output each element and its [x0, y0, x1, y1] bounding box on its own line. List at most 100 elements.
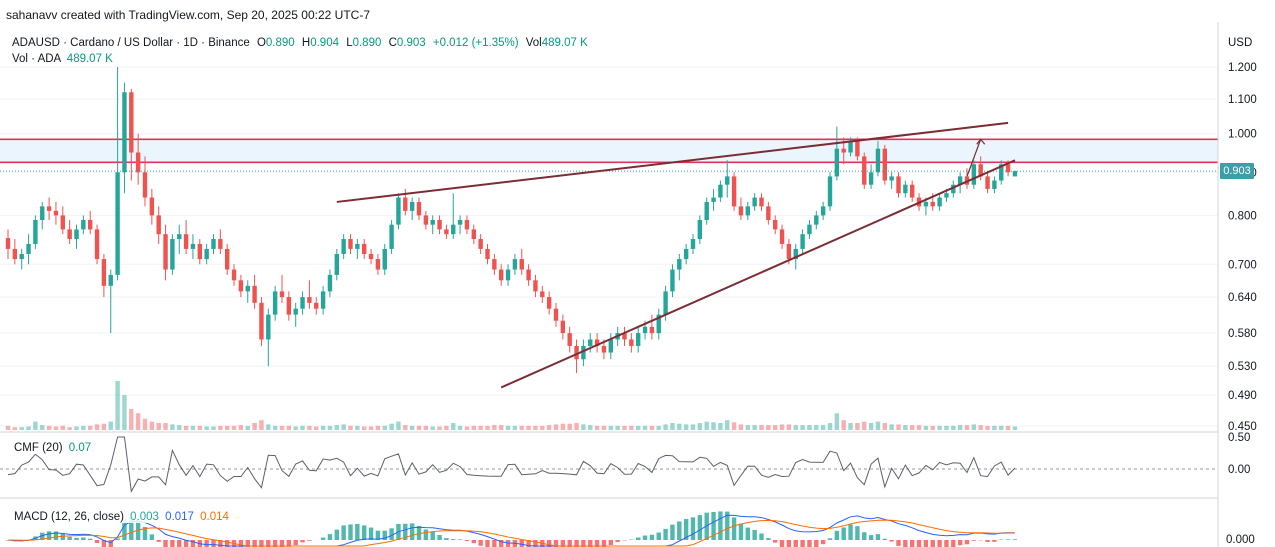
macd-hist-bar	[245, 540, 250, 547]
candle-body	[683, 248, 689, 260]
volume-bar	[553, 424, 559, 430]
candle	[26, 234, 31, 265]
candle	[33, 215, 38, 249]
macd-hist-bar	[177, 540, 182, 547]
volume-bar	[903, 425, 908, 430]
candle	[834, 126, 840, 181]
volume-bar	[389, 423, 394, 430]
candle-body	[33, 220, 38, 244]
candle	[485, 243, 490, 265]
macd-hist-bar	[293, 540, 298, 546]
volume-bar	[122, 395, 127, 430]
macd-hist-bar	[670, 524, 675, 540]
macd-hist-bar	[108, 540, 113, 547]
macd-hist-bar	[916, 540, 922, 547]
high-value: 0.904	[310, 37, 339, 49]
candle	[957, 172, 963, 194]
volume-bar	[40, 425, 45, 430]
macd-hist-bar	[88, 538, 93, 540]
symbol-line[interactable]: ADAUSD · Cardano / US Dollar · 1D · Bina…	[12, 37, 250, 49]
volume-bar	[252, 423, 257, 430]
candle-body	[738, 206, 744, 216]
candle	[1012, 170, 1018, 177]
candle	[231, 264, 237, 286]
candle	[238, 274, 244, 298]
volume-bar	[670, 423, 675, 430]
macd-legend[interactable]: MACD (12, 26, close) 0.003 0.017 0.014	[12, 511, 231, 523]
candle	[766, 201, 771, 225]
candle-body	[731, 176, 737, 207]
candle-body	[588, 339, 593, 346]
candle-body	[711, 197, 716, 202]
macd-hist-bar	[156, 540, 161, 542]
candle	[533, 274, 538, 298]
macd-hist-bar	[848, 524, 853, 540]
candle-body	[437, 220, 442, 230]
candle-body	[245, 285, 250, 292]
candle-body	[60, 215, 65, 230]
candle-body	[978, 164, 983, 177]
volume-series-label[interactable]: Vol · ADA	[12, 53, 61, 65]
candle-body	[567, 333, 572, 346]
macd-hist-bar	[903, 540, 908, 547]
volume-bar	[94, 424, 100, 430]
candle	[156, 206, 161, 244]
candle	[279, 274, 285, 303]
macd-hist-bar	[272, 540, 278, 547]
candle	[362, 239, 367, 260]
candle	[896, 172, 901, 198]
candle-body	[594, 339, 600, 346]
macd-hist-bar	[286, 540, 292, 547]
volume-bar	[293, 426, 298, 430]
candle	[183, 220, 189, 254]
macd-hist-bar	[896, 540, 901, 546]
macd-hist-bar	[375, 530, 381, 540]
macd-hist-bar	[46, 531, 52, 540]
candle-body	[759, 197, 764, 207]
candle-body	[368, 253, 374, 260]
candle	[122, 82, 127, 194]
candle	[608, 333, 613, 360]
candle-body	[252, 285, 257, 303]
candle-body	[334, 253, 339, 275]
candle	[81, 215, 86, 235]
candle	[163, 224, 168, 281]
candle-body	[135, 152, 141, 173]
candle	[457, 215, 463, 235]
candle-body	[642, 326, 648, 334]
price-tick-label: 0.800	[1228, 210, 1257, 222]
grid-lines	[0, 66, 1218, 427]
candle-body	[581, 345, 586, 360]
price-axis: 1.2001.1001.0000.9000.8000.7000.6400.580…	[1226, 62, 1257, 546]
candle	[622, 326, 627, 346]
macd-hist-bar	[594, 540, 600, 547]
volume-bar	[786, 424, 792, 430]
volume-bar	[910, 425, 915, 430]
volume-bar	[170, 424, 175, 430]
candle	[553, 302, 559, 327]
candle	[697, 215, 703, 244]
volume-bar	[889, 424, 894, 430]
candle	[5, 229, 11, 260]
candle	[272, 285, 278, 321]
candle-body	[608, 339, 613, 353]
macd-hist-bar	[451, 539, 456, 540]
currency-label[interactable]: USD	[1228, 37, 1253, 49]
candle	[307, 280, 312, 309]
candle	[204, 243, 209, 265]
cmf-legend[interactable]: CMF (20) 0.07	[12, 442, 94, 454]
macd-hist-bar	[957, 540, 963, 546]
close-value: 0.903	[396, 37, 426, 49]
candle	[807, 220, 812, 240]
candle-body	[478, 239, 483, 249]
candle-body	[81, 220, 86, 230]
candle-body	[46, 206, 52, 211]
candle-body	[266, 314, 271, 340]
macd-hist-bar	[642, 535, 648, 540]
macd-hist-bar	[362, 525, 367, 540]
volume-bar	[629, 425, 634, 430]
candle-body	[156, 215, 161, 235]
resistance-zone	[0, 139, 1218, 163]
candle-body	[512, 259, 518, 270]
